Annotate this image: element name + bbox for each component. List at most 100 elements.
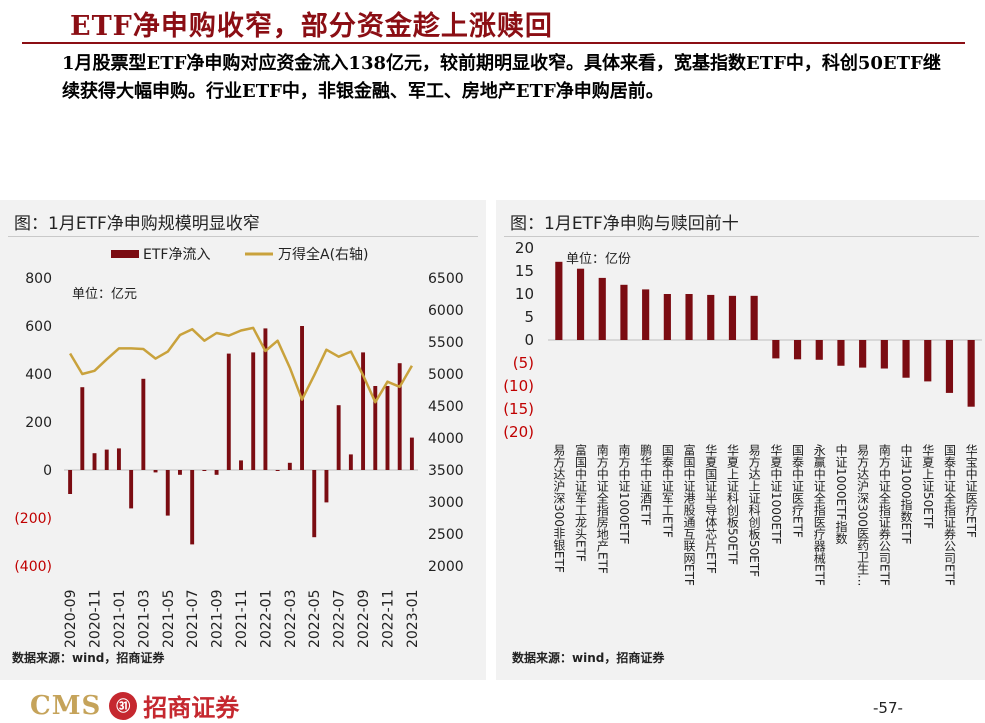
category-label: 国泰中证全指证券公司ETF xyxy=(942,444,956,586)
category-label: 中证1000指数ETF xyxy=(899,443,913,545)
y-right-tick-label: 5000 xyxy=(428,367,464,383)
y-right-tick-label: 5500 xyxy=(428,335,464,351)
bar xyxy=(685,294,693,340)
bar xyxy=(165,470,170,516)
bar xyxy=(385,386,390,470)
bar xyxy=(967,340,975,407)
y-right-tick-label: 3000 xyxy=(428,495,464,511)
x-tick-label: 2021-11 xyxy=(234,590,250,649)
category-label: 南方中证全指证券公司ETF xyxy=(877,443,891,586)
y-left-tick-label: (200) xyxy=(14,511,52,527)
y-tick-label: 20 xyxy=(515,239,534,257)
left-chart: ETF净流入 万得全A(右轴)单位：亿元8006004002000(200)(40… xyxy=(14,246,464,649)
left-chart-source: 数据来源：wind，招商证券 xyxy=(12,651,165,665)
bar xyxy=(92,453,97,470)
y-left-tick-label: 200 xyxy=(25,415,52,431)
x-tick-label: 2022-01 xyxy=(258,590,274,649)
x-tick-label: 2022-09 xyxy=(356,590,372,649)
left-title-rule xyxy=(8,236,478,237)
bar xyxy=(141,378,146,470)
bar xyxy=(239,460,243,470)
bar xyxy=(226,353,231,470)
bar xyxy=(324,470,329,503)
bar xyxy=(555,261,563,340)
y-left-tick-label: 600 xyxy=(25,319,52,335)
company-logo: CMS ㉛ 招商证券 xyxy=(30,688,239,723)
legend-bar-swatch xyxy=(111,250,139,258)
bar xyxy=(837,340,845,366)
bar xyxy=(793,340,802,360)
bar xyxy=(153,470,158,473)
x-tick-label: 2022-07 xyxy=(332,590,348,649)
x-tick-label: 2022-11 xyxy=(380,590,396,649)
y-tick-label: 5 xyxy=(524,308,534,326)
y-tick-label: (20) xyxy=(503,423,534,441)
bar xyxy=(202,470,207,471)
y-tick-label: 10 xyxy=(515,285,534,303)
bar xyxy=(642,289,650,340)
bar xyxy=(924,340,932,382)
bar xyxy=(728,295,737,340)
bar xyxy=(312,470,317,538)
right-chart-title: 图：1月ETF净申购与赎回前十 xyxy=(510,214,739,234)
category-label: 易方达沪深300医药卫生... xyxy=(856,444,870,586)
legend-label: ETF净流入 xyxy=(143,247,210,263)
y-right-tick-label: 4500 xyxy=(428,399,464,415)
right-chart-source: 数据来源：wind，招商证券 xyxy=(512,651,665,665)
x-tick-label: 2022-03 xyxy=(283,590,299,649)
y-left-tick-label: 400 xyxy=(25,367,52,383)
y-left-tick-label: (400) xyxy=(14,559,52,575)
x-tick-label: 2023-01 xyxy=(405,590,421,649)
x-tick-label: 2020-11 xyxy=(88,590,104,649)
y-left-tick-label: 0 xyxy=(43,463,52,479)
x-tick-label: 2021-07 xyxy=(185,590,201,649)
legend-label: 万得全A(右轴) xyxy=(278,246,369,263)
category-label: 富国中证军工龙头ETF xyxy=(574,443,588,562)
bar xyxy=(880,340,888,369)
bar xyxy=(902,340,910,378)
x-tick-label: 2021-09 xyxy=(210,590,226,649)
bar xyxy=(68,470,73,494)
x-tick-label: 2021-05 xyxy=(161,590,177,649)
category-label: 华宝中证医疗ETF xyxy=(964,444,978,538)
y-right-tick-label: 6000 xyxy=(428,303,464,319)
page-title: ETF净申购收窄，部分资金趁上涨赎回 xyxy=(70,11,553,42)
category-label: 华夏中证1000ETF xyxy=(769,444,783,545)
category-label: 鹏华中证酒ETF xyxy=(639,444,653,526)
bar xyxy=(104,449,109,470)
y-tick-label: 0 xyxy=(524,331,534,349)
bar xyxy=(80,387,85,470)
category-label: 国泰中证军工ETF xyxy=(660,444,674,538)
y-tick-label: (5) xyxy=(513,354,534,372)
category-label: 永赢中证全指医疗器械ETF xyxy=(812,444,826,586)
title-underline xyxy=(22,42,965,44)
page-number: -57- xyxy=(873,699,903,717)
bar xyxy=(620,284,628,340)
bar xyxy=(178,470,182,475)
bar xyxy=(772,340,780,359)
bar xyxy=(336,405,341,470)
bar xyxy=(576,268,585,340)
bar xyxy=(815,340,823,360)
logo-company-name: 招商证券 xyxy=(143,693,240,722)
unit-label: 单位：亿元 xyxy=(72,287,137,302)
category-label: 华夏国证半导体芯片ETF xyxy=(704,444,718,574)
y-tick-label: (10) xyxy=(503,377,534,395)
x-tick-label: 2021-03 xyxy=(136,590,152,649)
right-title-rule xyxy=(504,236,979,237)
line-series-wind-a xyxy=(69,326,413,404)
bar xyxy=(663,294,671,340)
category-label: 易方达沪深300非银ETF xyxy=(552,444,566,573)
category-label: 国泰中证医疗ETF xyxy=(791,444,805,538)
bar xyxy=(397,363,402,470)
bar xyxy=(263,328,268,470)
category-label: 南方中证全指房地产ETF xyxy=(595,443,609,574)
y-right-tick-label: 2500 xyxy=(428,527,464,543)
bar xyxy=(707,294,715,340)
y-right-tick-label: 6500 xyxy=(428,271,464,287)
x-tick-label: 2022-05 xyxy=(307,590,323,649)
bar xyxy=(287,462,292,470)
bar xyxy=(190,470,195,545)
bar xyxy=(275,470,280,471)
bar xyxy=(361,352,366,470)
